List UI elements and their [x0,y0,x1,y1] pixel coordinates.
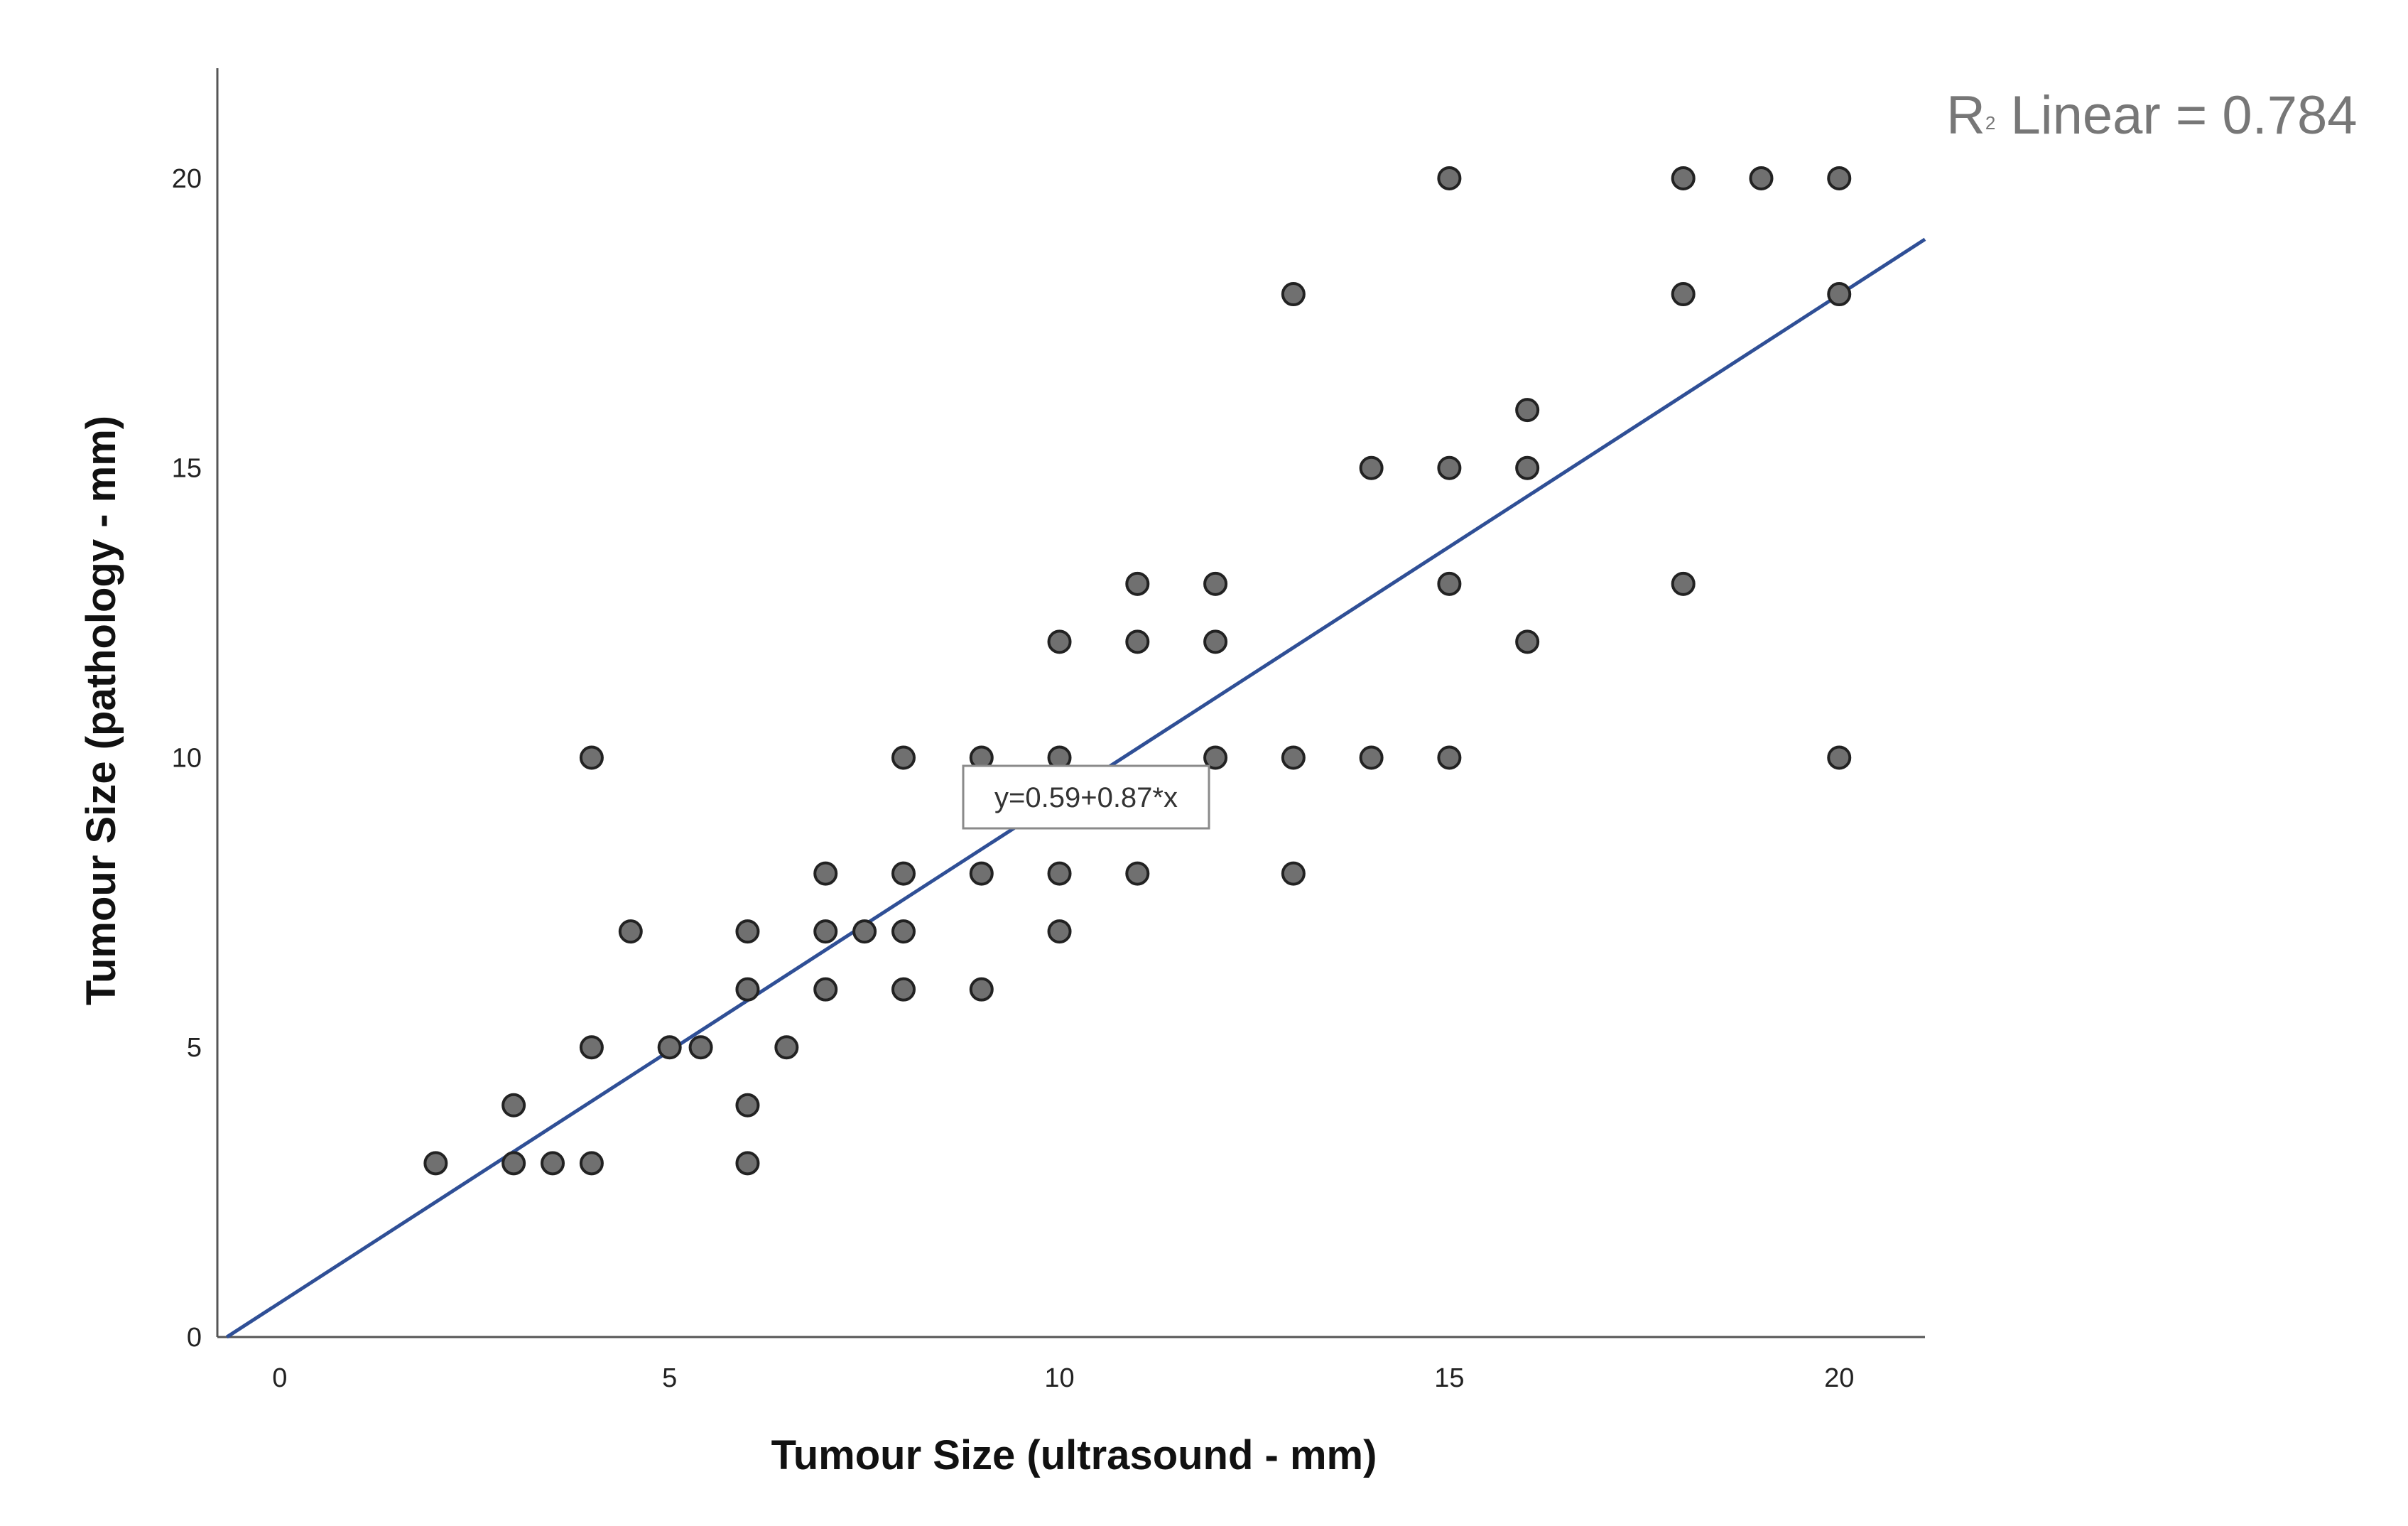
y-tick-label: 15 [172,454,202,484]
data-point [1749,166,1774,190]
data-point [891,977,916,1002]
data-point [735,977,760,1002]
r2-value: Linear = 0.784 [1995,85,2357,146]
data-point [1359,455,1384,480]
y-tick-label: 10 [172,743,202,773]
data-point [1281,745,1306,770]
data-point [1203,571,1228,596]
y-axis-title: Tumour Size (pathology - mm) [78,416,124,1005]
data-point [1125,571,1150,596]
data-point [541,1151,565,1176]
data-point [1827,282,1852,307]
data-points [423,166,1852,1176]
chart-ticks: 0 5 10 15 20 0 5 10 15 20 [172,164,1855,1393]
data-point [579,1151,604,1176]
data-point [1671,166,1696,190]
data-point [1515,398,1540,423]
data-point [1203,629,1228,654]
data-point [1437,745,1462,770]
data-point [501,1093,526,1118]
data-point [1437,166,1462,190]
r2-superscript: 2 [1985,112,1995,134]
data-point [688,1035,713,1060]
data-point [813,977,838,1002]
x-tick-label: 20 [1824,1363,1854,1393]
data-point [891,919,916,944]
data-point [1047,629,1072,654]
data-point [1437,455,1462,480]
data-point [1515,629,1540,654]
x-tick-label: 15 [1434,1363,1464,1393]
x-axis-title: Tumour Size (ultrasound - mm) [771,1432,1377,1478]
y-tick-label: 20 [172,164,202,194]
data-point [618,919,643,944]
data-point [1827,166,1852,190]
data-point [1515,455,1540,480]
data-point [579,745,604,770]
data-point [969,861,994,886]
data-point [891,861,916,886]
data-point [891,745,916,770]
y-tick-label: 0 [187,1323,202,1353]
data-point [735,1093,760,1118]
data-point [1671,282,1696,307]
y-tick-label: 5 [187,1033,202,1063]
x-tick-label: 0 [272,1363,287,1393]
data-point [423,1151,448,1176]
data-point [1047,861,1072,886]
data-point [1281,861,1306,886]
data-point [1827,745,1852,770]
data-point [1359,745,1384,770]
data-point [579,1035,604,1060]
r2-label: R2 Linear = 0.784 [1946,85,2358,146]
data-point [657,1035,682,1060]
x-tick-label: 5 [662,1363,677,1393]
data-point [852,919,877,944]
chart-axes [216,68,1925,1338]
equation-box: y=0.59+0.87*x [962,764,1210,830]
data-point [1437,571,1462,596]
x-tick-label: 10 [1044,1363,1074,1393]
data-point [1281,282,1306,307]
data-point [1203,745,1228,770]
data-point [1671,571,1696,596]
data-point [1125,861,1150,886]
data-point [774,1035,799,1060]
data-point [813,919,838,944]
r2-prefix: R [1946,85,1985,146]
data-point [969,977,994,1002]
data-point [501,1151,526,1176]
data-point [735,919,760,944]
data-point [1125,629,1150,654]
fit-equation-label: y=0.59+0.87*x [994,782,1178,813]
data-point [813,861,838,886]
data-point [1047,919,1072,944]
data-point [735,1151,760,1176]
